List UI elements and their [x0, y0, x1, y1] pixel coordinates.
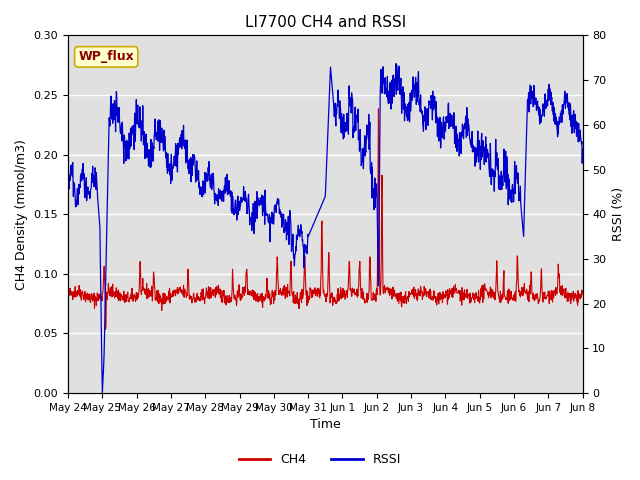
X-axis label: Time: Time	[310, 419, 340, 432]
Text: WP_flux: WP_flux	[78, 50, 134, 63]
Title: LI7700 CH4 and RSSI: LI7700 CH4 and RSSI	[244, 15, 406, 30]
Y-axis label: RSSI (%): RSSI (%)	[612, 187, 625, 241]
Legend: CH4, RSSI: CH4, RSSI	[234, 448, 406, 471]
Y-axis label: CH4 Density (mmol/m3): CH4 Density (mmol/m3)	[15, 139, 28, 289]
